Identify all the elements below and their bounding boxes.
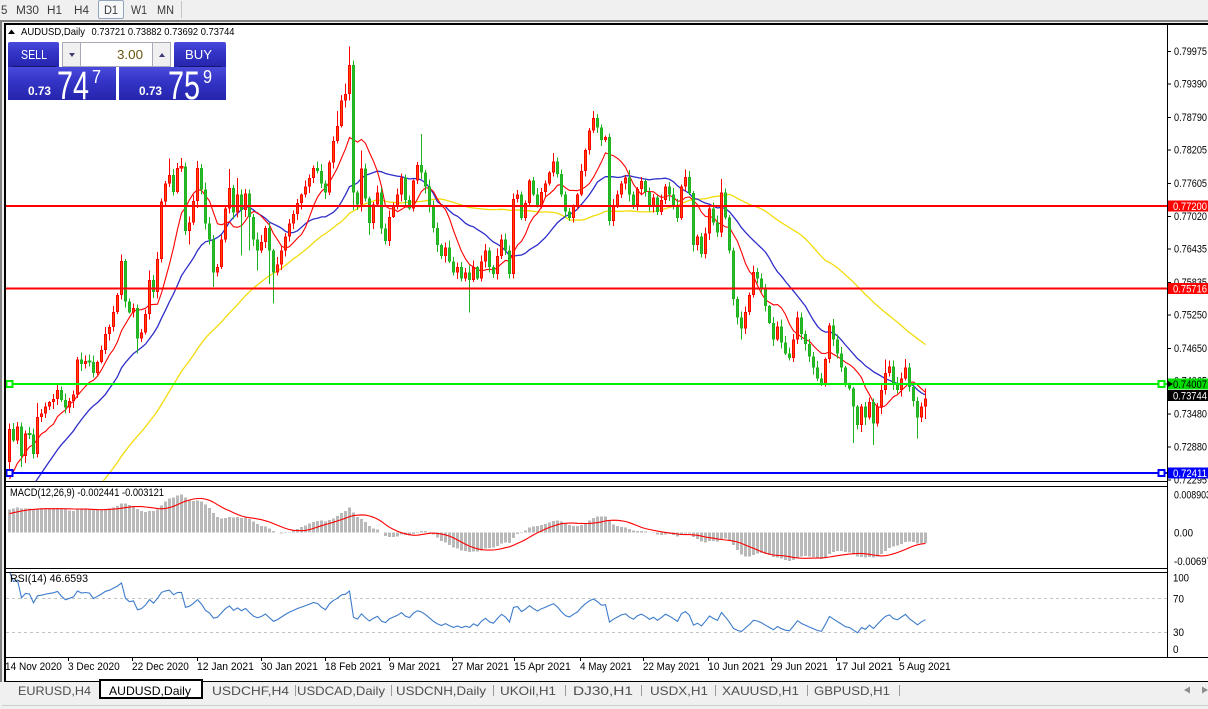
svg-text:XAUUSD,H1: XAUUSD,H1 [722,684,799,698]
svg-text:UKOil,H1: UKOil,H1 [500,684,556,698]
svg-text:0.72411: 0.72411 [1173,468,1207,480]
svg-text:0.73721 0.73882 0.73692 0.7374: 0.73721 0.73882 0.73692 0.73744 [92,26,235,38]
svg-text:-0.00697: -0.00697 [1174,556,1208,568]
svg-text:MN: MN [157,5,174,17]
svg-text:AUDUSD,Daily: AUDUSD,Daily [109,684,191,698]
svg-text:27 Mar 2021: 27 Mar 2021 [452,661,509,673]
svg-text:4 May 2021: 4 May 2021 [580,661,632,673]
svg-text:30: 30 [1173,627,1184,639]
svg-text:10 Jun 2021: 10 Jun 2021 [708,661,765,673]
svg-text:18 Feb 2021: 18 Feb 2021 [325,661,382,673]
svg-text:H4: H4 [74,5,90,17]
svg-text:17 Jul 2021: 17 Jul 2021 [836,661,893,673]
svg-text:5: 5 [1,5,7,17]
svg-text:0.008903: 0.008903 [1174,489,1208,501]
svg-text:RSI(14) 46.6593: RSI(14) 46.6593 [10,573,88,585]
svg-text:W1: W1 [131,5,147,17]
svg-text:M30: M30 [16,5,39,17]
svg-text:0.73744: 0.73744 [1173,391,1207,403]
svg-text:BUY: BUY [185,48,213,62]
svg-text:USDCAD,Daily: USDCAD,Daily [297,684,385,698]
svg-text:75: 75 [168,64,200,108]
svg-text:0.75250: 0.75250 [1174,310,1207,322]
svg-text:DJ30,H1: DJ30,H1 [573,684,633,698]
svg-text:22 Dec 2020: 22 Dec 2020 [132,661,189,673]
svg-text:30 Jan 2021: 30 Jan 2021 [261,661,318,673]
svg-text:0.79390: 0.79390 [1174,79,1207,91]
svg-text:0.78790: 0.78790 [1174,112,1207,124]
svg-text:0.77020: 0.77020 [1174,211,1207,223]
svg-text:0.79975: 0.79975 [1174,46,1207,58]
svg-text:0.76435: 0.76435 [1174,244,1207,256]
svg-text:0.74007: 0.74007 [1173,379,1207,391]
svg-text:USDCNH,Daily: USDCNH,Daily [396,684,486,698]
svg-text:0.72880: 0.72880 [1174,442,1207,454]
svg-text:0.73: 0.73 [28,86,51,98]
svg-text:22 May 2021: 22 May 2021 [643,661,700,673]
svg-text:SELL: SELL [21,48,47,62]
svg-text:USDCHF,H4: USDCHF,H4 [212,684,289,698]
svg-text:70: 70 [1173,594,1184,606]
svg-text:74: 74 [57,64,89,108]
svg-text:0.00: 0.00 [1174,527,1193,539]
svg-text:EURUSD,H4: EURUSD,H4 [18,684,91,698]
svg-text:0: 0 [1173,644,1179,656]
svg-text:7: 7 [92,67,101,87]
svg-text:MACD(12,26,9) -0.002441 -0.003: MACD(12,26,9) -0.002441 -0.003121 [10,487,164,499]
svg-text:9 Mar 2021: 9 Mar 2021 [389,661,441,673]
svg-text:0.77605: 0.77605 [1174,178,1207,190]
svg-text:0.74650: 0.74650 [1174,343,1207,355]
svg-text:0.73: 0.73 [139,86,162,98]
svg-text:3.00: 3.00 [117,47,143,62]
svg-text:12 Jan 2021: 12 Jan 2021 [197,661,254,673]
svg-text:29 Jun 2021: 29 Jun 2021 [771,661,828,673]
svg-text:0.77200: 0.77200 [1173,201,1207,213]
svg-text:0.73480: 0.73480 [1174,408,1207,420]
svg-text:3 Dec 2020: 3 Dec 2020 [68,661,120,673]
svg-text:9: 9 [203,67,212,87]
svg-text:GBPUSD,H1: GBPUSD,H1 [814,684,890,698]
svg-text:5 Aug 2021: 5 Aug 2021 [899,661,951,673]
svg-text:H1: H1 [47,5,62,17]
svg-text:0.75716: 0.75716 [1173,284,1207,296]
svg-text:14 Nov 2020: 14 Nov 2020 [5,661,62,673]
svg-text:0.78205: 0.78205 [1174,145,1207,157]
svg-text:AUDUSD,Daily: AUDUSD,Daily [21,26,86,38]
svg-text:D1: D1 [104,5,118,17]
svg-text:USDX,H1: USDX,H1 [650,684,708,698]
svg-text:15 Apr 2021: 15 Apr 2021 [514,661,571,673]
svg-text:100: 100 [1173,573,1189,585]
